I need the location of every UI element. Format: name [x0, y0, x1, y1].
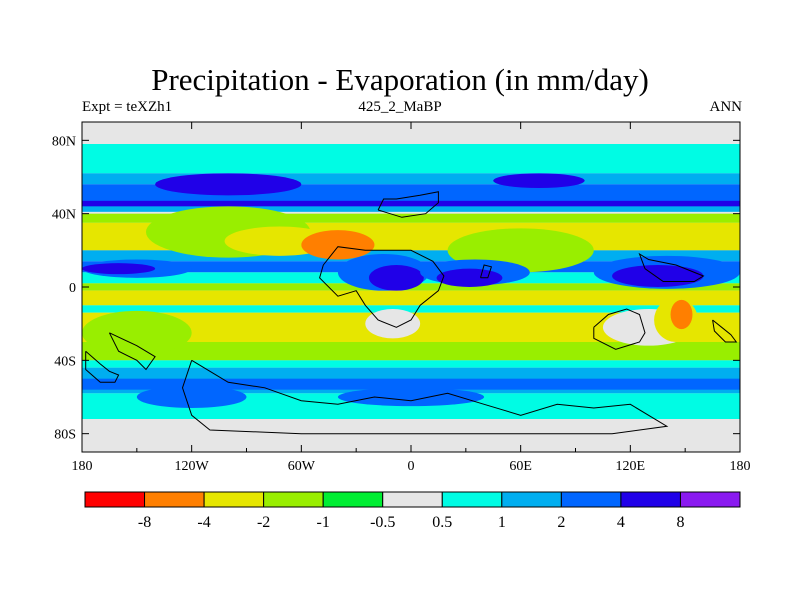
coastline: [319, 246, 445, 328]
field-band: [82, 378, 740, 390]
experiment-label: Expt = teXZh1: [82, 99, 173, 115]
colorbar: -8 -4 -2 -1 -0.5 0.5 1 2 4 8: [84, 491, 741, 531]
period-label: 425_2_MaBP: [358, 99, 442, 115]
x-tick-label: 180: [72, 459, 93, 474]
y-tick-label: 40N: [52, 208, 76, 223]
field-patch: [82, 263, 156, 275]
field-band: [82, 360, 740, 368]
coastline: [181, 359, 669, 435]
colorbar-box: [679, 491, 741, 508]
coastline: [108, 332, 156, 371]
field-patch: [337, 387, 485, 407]
colorbar-box: [84, 491, 146, 508]
y-tick-label: 80S: [54, 428, 76, 443]
colorbar-label: -4: [197, 514, 210, 531]
colorbar-label: 4: [617, 514, 625, 531]
coastline: [85, 350, 120, 383]
field-band: [82, 305, 740, 313]
field-band: [82, 144, 740, 174]
field-band: [82, 342, 740, 361]
x-tick-label: 60W: [288, 459, 316, 474]
colorbar-label: -0.5: [370, 514, 395, 531]
colorbar-box: [501, 491, 562, 508]
colorbar-label: 2: [557, 514, 565, 531]
coastline: [638, 252, 705, 282]
y-axis: 80N 40N 0 40S 80S: [52, 134, 740, 443]
colorbar-label: 0.5: [432, 514, 452, 531]
x-tick-label: 0: [408, 459, 415, 474]
field-band: [82, 173, 740, 185]
colorbar-box: [620, 491, 681, 508]
y-tick-label: 80N: [52, 134, 76, 149]
colorbar-label: -1: [317, 514, 330, 531]
field-patch: [612, 265, 704, 287]
y-tick-label: 0: [69, 281, 76, 296]
colorbar-box: [144, 491, 205, 508]
x-axis: 180 120W 60W 0 60E 120E 180: [72, 122, 751, 474]
colorbar-box: [441, 491, 503, 508]
x-tick-label: 120E: [616, 459, 646, 474]
field-band: [82, 200, 740, 209]
colorbar-label: -2: [257, 514, 270, 531]
precip-evap-field: [82, 144, 740, 452]
x-tick-label: 120W: [175, 459, 210, 474]
colorbar-label: 8: [676, 514, 684, 531]
field-patch: [136, 386, 247, 408]
field-band: [82, 290, 740, 306]
plot-title: Precipitation - Evaporation (in mm/day): [151, 62, 649, 97]
coastline: [480, 264, 493, 279]
x-tick-label: 180: [730, 459, 751, 474]
field-band: [82, 213, 740, 223]
colorbar-label: -8: [138, 514, 151, 531]
field-band: [82, 206, 740, 212]
y-tick-label: 40S: [54, 354, 76, 369]
coastline: [377, 191, 439, 218]
colorbar-box: [382, 491, 443, 508]
field-band: [82, 250, 740, 262]
colorbar-label: 1: [498, 514, 506, 531]
coastline-outlines: [85, 191, 738, 435]
season-label: ANN: [709, 99, 743, 115]
field-patch: [82, 310, 192, 355]
colorbar-box: [560, 491, 622, 508]
colorbar-box: [203, 491, 265, 508]
field-patch: [368, 265, 424, 291]
field-patch: [301, 230, 375, 260]
coastline: [712, 319, 738, 343]
field-patch: [365, 309, 421, 339]
colorbar-box: [263, 491, 324, 508]
colorbar-box: [322, 491, 384, 508]
field-patch: [493, 173, 585, 189]
field-patch: [670, 299, 693, 330]
x-tick-label: 60E: [509, 459, 532, 474]
field-patch: [155, 173, 302, 196]
field-patch: [436, 268, 503, 288]
coastline: [593, 308, 646, 350]
